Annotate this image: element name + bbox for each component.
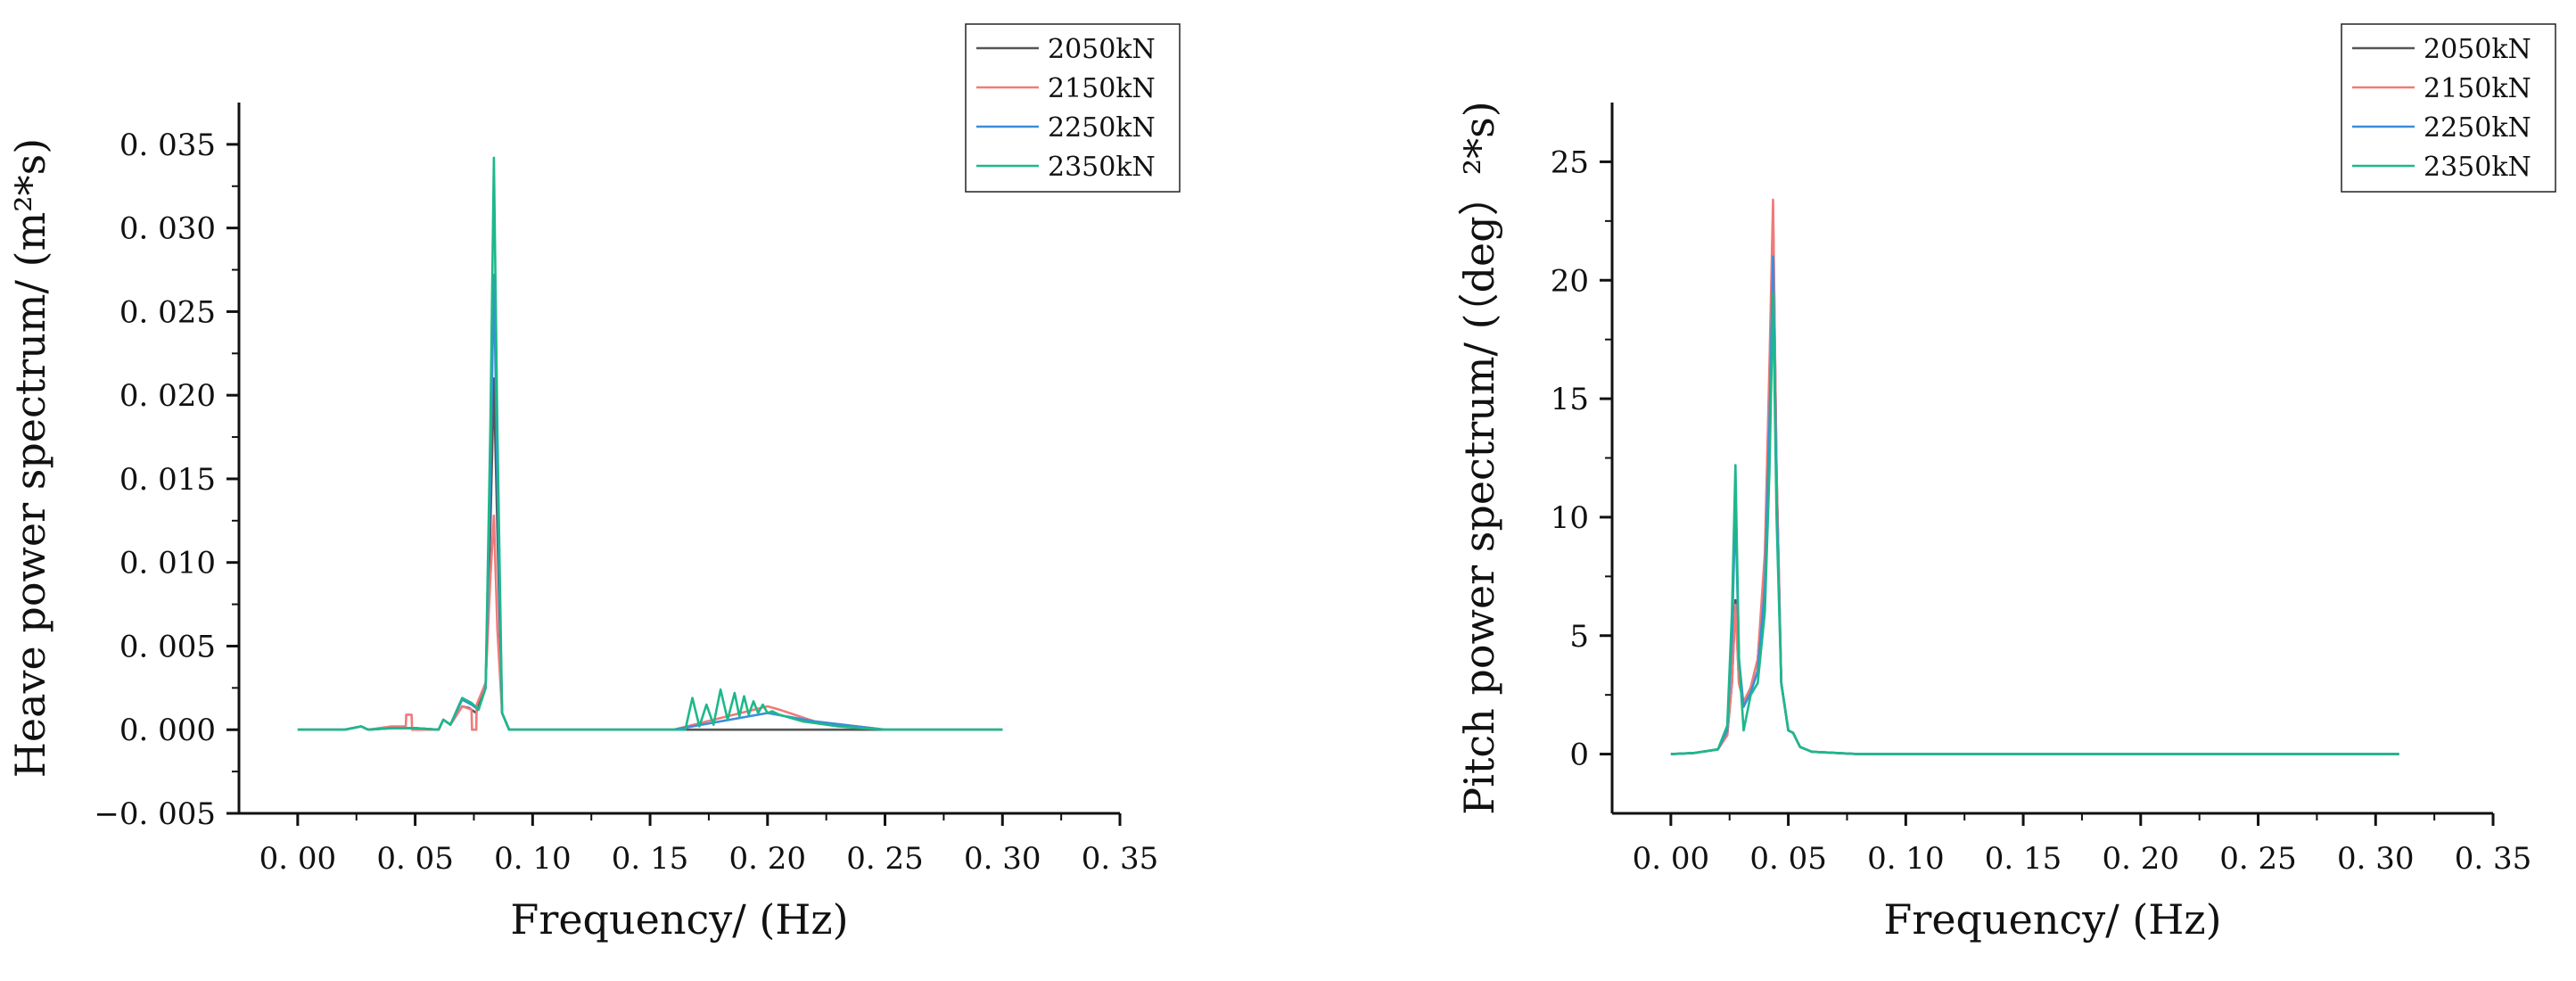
pitch-x-axis-title: Frequency/ (Hz) [1883, 895, 2221, 944]
pitch-x-tick-label: 0. 25 [2219, 841, 2297, 877]
heave-y-tick-label: 0. 020 [119, 378, 216, 414]
heave-y-tick-label: 0. 030 [119, 211, 216, 247]
heave-x-tick-label: 0. 35 [1082, 841, 1159, 877]
pitch-x-tick-label: 0. 30 [2337, 841, 2415, 877]
heave-x-tick-label: 0. 05 [376, 841, 454, 877]
heave-x-tick-label: 0. 20 [729, 841, 807, 877]
heave-y-tick-label: 0. 015 [119, 462, 216, 498]
pitch-y-tick-label: 5 [1569, 619, 1589, 655]
heave-series-line-2350kN [297, 156, 1003, 731]
heave-y-tick-label: 0. 000 [119, 713, 216, 748]
pitch-y-tick-label: 15 [1551, 382, 1589, 417]
pitch-legend-label: 2050kN [2424, 34, 2531, 65]
pitch-x-tick-label: 0. 05 [1749, 841, 1827, 877]
pitch-y-tick-label: 20 [1551, 263, 1589, 299]
heave-y-tick-label: 0. 005 [119, 629, 216, 664]
pitch-x-tick-label: 0. 35 [2455, 841, 2532, 877]
heave-y-tick-label: −0. 005 [94, 796, 216, 832]
heave-legend-label: 2150kN [1048, 73, 1156, 104]
pitch-spectrum-chart: 0. 00 0. 05 0. 10 0. 15 0. 20 0. 25 0. 30 0. 35… [1455, 23, 2556, 944]
pitch-x-tick-label: 0. 10 [1867, 841, 1945, 877]
heave-legend-label: 2250kN [1048, 112, 1156, 144]
heave-y-tick-label: 0. 025 [119, 294, 216, 330]
heave-spectrum-chart: 0. 00 0. 05 0. 10 0. 15 0. 20 0. 25 0. 30 0. 35… [6, 23, 1181, 944]
pitch-x-tick-label: 0. 15 [1985, 841, 2062, 877]
pitch-y-axis-title: Pitch power spectrum/ (（deg）²*s) [1455, 101, 1503, 814]
heave-x-tick-label: 0. 00 [259, 841, 337, 877]
pitch-legend-box [2341, 23, 2556, 193]
pitch-legend-label: 2250kN [2424, 112, 2531, 144]
heave-x-tick-label: 0. 15 [612, 841, 689, 877]
heave-x-tick-label: 0. 25 [846, 841, 924, 877]
pitch-y-tick-label: 0 [1569, 738, 1589, 773]
heave-x-tick-label: 0. 10 [494, 841, 572, 877]
heave-x-axis-title: Frequency/ (Hz) [510, 895, 848, 944]
pitch-y-tick-label: 25 [1551, 144, 1589, 180]
pitch-series-line-2350kN [1670, 291, 2399, 755]
pitch-y-tick-label: 10 [1551, 500, 1589, 536]
pitch-x-tick-label: 0. 20 [2103, 841, 2180, 877]
heave-legend-label: 2350kN [1048, 152, 1156, 183]
pitch-x-tick-label: 0. 00 [1633, 841, 1710, 877]
heave-y-axis-title: Heave power spectrum/ (m²*s) [6, 138, 54, 778]
pitch-legend-label: 2350kN [2424, 152, 2531, 183]
pitch-legend-label: 2150kN [2424, 73, 2531, 104]
heave-legend-label: 2050kN [1048, 34, 1156, 65]
heave-series-line-2050kN [297, 377, 1003, 731]
heave-series-line-2250kN [297, 273, 1003, 731]
heave-series-line-2150kN [297, 514, 1003, 731]
heave-y-tick-label: 0. 010 [119, 546, 216, 581]
heave-x-tick-label: 0. 30 [964, 841, 1041, 877]
heave-legend-box [965, 23, 1181, 193]
heave-y-tick-label: 0. 035 [119, 128, 216, 163]
